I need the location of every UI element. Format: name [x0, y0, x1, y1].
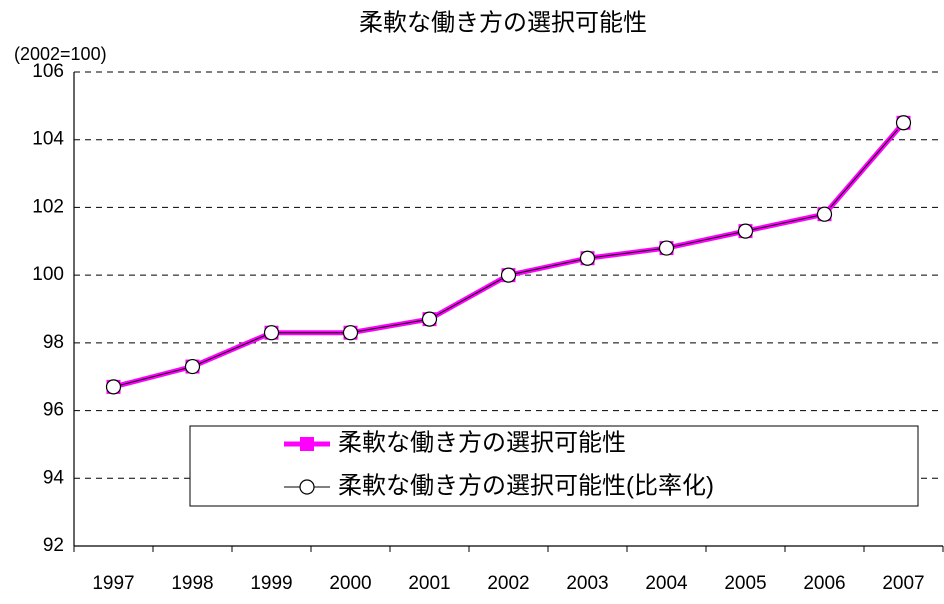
- y-tick-label: 100: [32, 264, 64, 285]
- x-tick-label: 1999: [250, 573, 292, 594]
- marker: [263, 325, 280, 341]
- marker: [895, 115, 912, 131]
- marker: [737, 223, 754, 239]
- series-line: [112, 121, 906, 390]
- x-tick-label: 2006: [803, 573, 845, 594]
- legend-label: 柔軟な働き方の選択可能性: [338, 429, 626, 456]
- y-tick-label: 96: [43, 400, 64, 421]
- marker: [342, 325, 359, 341]
- legend-marker: [299, 479, 315, 495]
- chart-title: 柔軟な働き方の選択可能性: [359, 9, 647, 36]
- x-tick-label: 1998: [171, 573, 213, 594]
- y-tick-label: 92: [43, 535, 64, 556]
- legend-marker: [300, 437, 314, 451]
- marker: [579, 250, 596, 266]
- x-tick-label: 2001: [408, 573, 450, 594]
- y-tick-label: 94: [43, 467, 65, 488]
- marker: [184, 358, 201, 375]
- x-tick-label: 2002: [487, 573, 529, 594]
- x-tick-label: 2000: [329, 573, 371, 594]
- marker: [500, 267, 517, 283]
- x-tick-label: 2004: [645, 573, 688, 594]
- y-tick-label: 104: [32, 129, 64, 150]
- x-tick-label: 2003: [566, 573, 608, 594]
- marker: [816, 206, 833, 222]
- y-tick-label: 102: [32, 196, 64, 217]
- x-tick-label: 2007: [882, 573, 924, 594]
- marker: [658, 240, 675, 256]
- y-tick-label: 106: [32, 61, 64, 82]
- marker: [105, 379, 122, 395]
- x-tick-label: 1997: [92, 573, 134, 594]
- y-axis-label: (2002=100): [14, 44, 107, 64]
- legend-label: 柔軟な働き方の選択可能性(比率化): [338, 472, 714, 499]
- marker: [421, 311, 438, 327]
- y-tick-label: 98: [43, 332, 64, 353]
- x-tick-label: 2005: [724, 573, 766, 594]
